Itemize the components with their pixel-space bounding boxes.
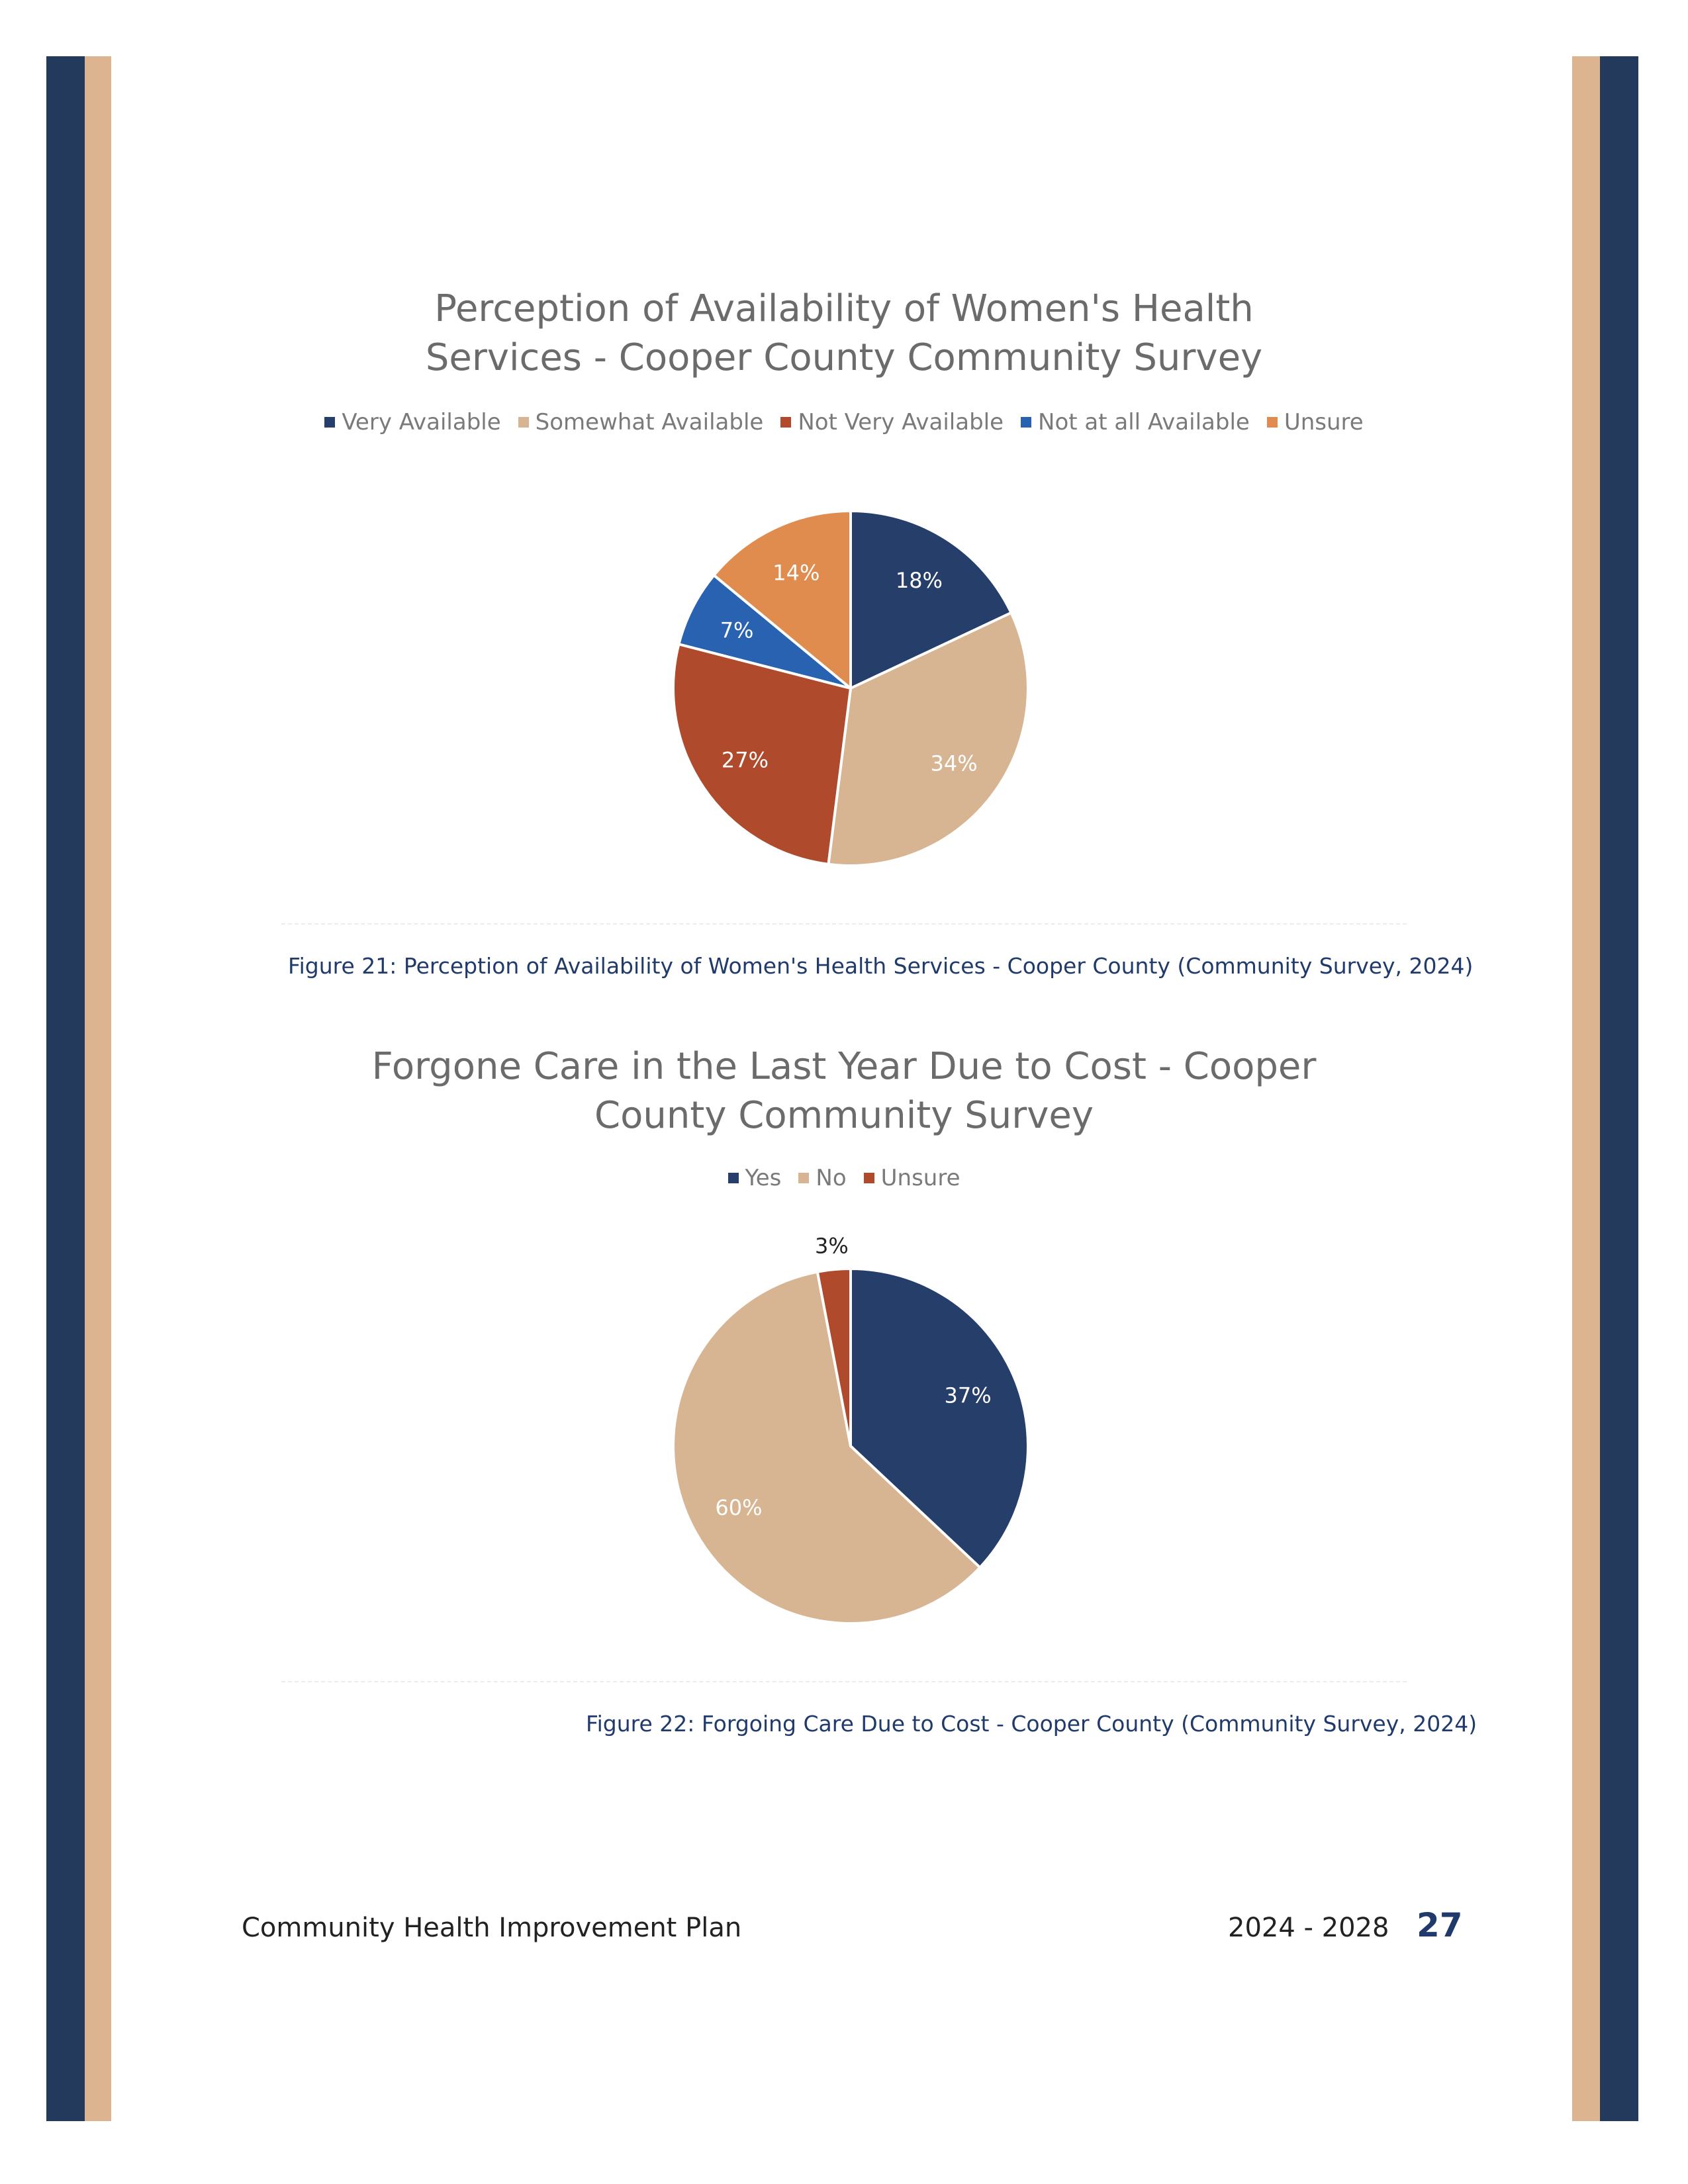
data-label: 18% <box>896 568 943 593</box>
legend-item: Not Very Available <box>780 409 1004 435</box>
legend-item: No <box>798 1165 847 1191</box>
legend-item: Somewhat Available <box>518 409 764 435</box>
data-label: 27% <box>722 747 769 772</box>
chart-title: Perception of Availability of Women's He… <box>425 287 1263 379</box>
legend-swatch <box>863 1173 874 1183</box>
data-label: 14% <box>773 560 820 585</box>
legend-label: Not Very Available <box>798 409 1004 435</box>
left-border-navy <box>46 56 85 2121</box>
pie-slice <box>827 611 1029 867</box>
legend-swatch <box>727 1173 739 1183</box>
chart-frame-bottom <box>281 1681 1407 1682</box>
pie-slice <box>677 573 852 690</box>
chart-women-health-availability: Perception of Availability of Women's He… <box>281 265 1407 927</box>
legend-swatch <box>1266 417 1278 428</box>
legend-item: Unsure <box>1266 409 1364 435</box>
footer-years: 2024 - 2028 <box>1228 1913 1389 1943</box>
chart-forgone-care-cost: Forgone Care in the Last Year Due to Cos… <box>281 1029 1407 1691</box>
figure-caption-21: Figure 21: Perception of Availability of… <box>288 953 1474 979</box>
legend-label: No <box>816 1165 847 1191</box>
pie-slice <box>712 509 852 692</box>
legend-label: Unsure <box>880 1165 961 1191</box>
legend-label: Not at all Available <box>1038 409 1250 435</box>
pie-chart: 37% 60% 3% <box>672 1233 1029 1625</box>
legend-swatch <box>798 1173 810 1183</box>
chart-legend: Very Available Somewhat Available Not Very… <box>281 409 1407 435</box>
legend-label: Yes <box>745 1165 782 1191</box>
pie-slice <box>672 642 853 866</box>
legend-swatch <box>324 417 336 428</box>
right-border-navy <box>1600 56 1638 2121</box>
legend-swatch <box>1021 417 1032 428</box>
pie-slice <box>849 1267 1029 1570</box>
chart-title: Forgone Care in the Last Year Due to Cos… <box>371 1045 1317 1137</box>
legend-label: Very Available <box>342 409 501 435</box>
footer-document-title: Community Health Improvement Plan <box>242 1913 742 1943</box>
pie-chart: 18% 34% 27% 7% 14% <box>672 509 1029 867</box>
pie-slice <box>849 509 1013 691</box>
chart-legend: Yes No Unsure <box>281 1165 1407 1191</box>
pie-slice <box>816 1267 852 1447</box>
legend-swatch <box>780 417 792 428</box>
right-border-tan <box>1572 56 1600 2121</box>
legend-label: Somewhat Available <box>535 409 764 435</box>
chart-frame-bottom <box>281 923 1407 925</box>
data-label: 60% <box>715 1495 762 1520</box>
legend-swatch <box>518 417 529 428</box>
legend-item: Yes <box>727 1165 782 1191</box>
data-label: 3% <box>815 1233 849 1258</box>
figure-caption-22: Figure 22: Forgoing Care Due to Cost - C… <box>586 1711 1477 1737</box>
left-border-tan <box>85 56 111 2121</box>
data-label: 34% <box>931 751 978 776</box>
legend-item: Very Available <box>324 409 501 435</box>
data-label: 7% <box>720 617 754 643</box>
legend-item: Unsure <box>863 1165 961 1191</box>
pie-slice <box>672 1270 982 1625</box>
legend-label: Unsure <box>1284 409 1364 435</box>
data-label: 37% <box>945 1383 992 1408</box>
page-number: 27 <box>1417 1906 1463 1944</box>
legend-item: Not at all Available <box>1021 409 1250 435</box>
